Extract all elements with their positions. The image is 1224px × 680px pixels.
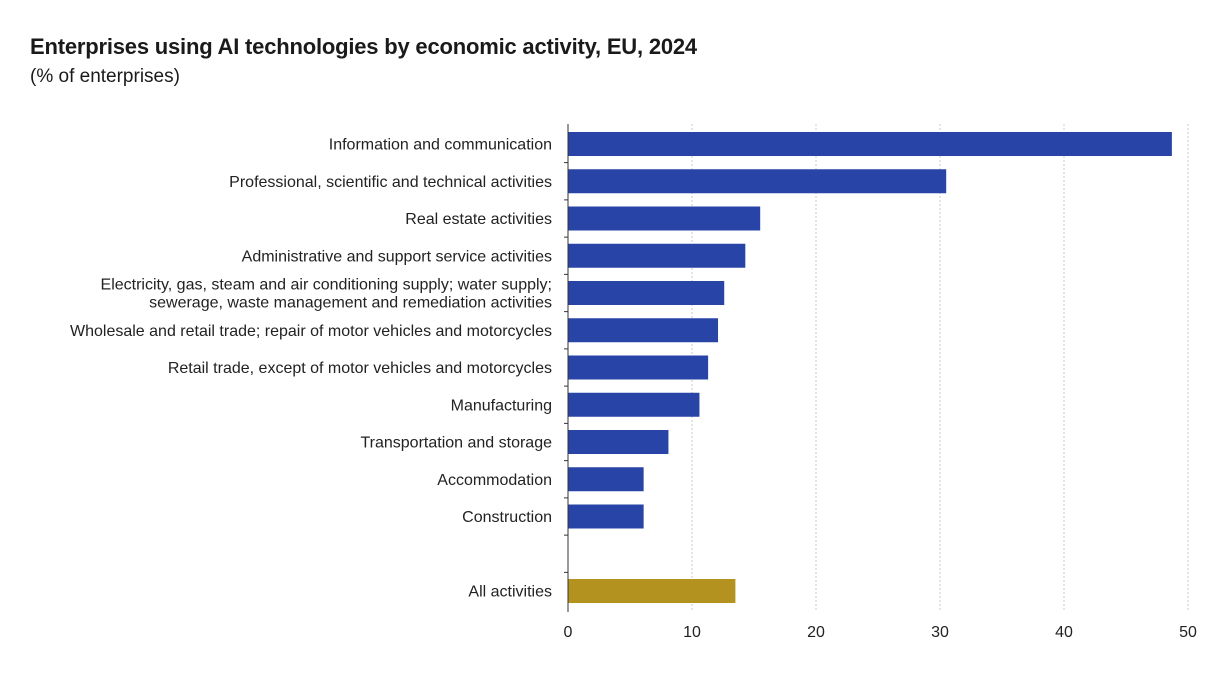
category-label-line: Transportation and storage	[360, 435, 552, 452]
category-label-line: Professional, scientific and technical a…	[229, 174, 552, 191]
category-label: Transportation and storage	[360, 435, 552, 452]
category-label: Manufacturing	[451, 397, 552, 414]
category-label: Construction	[462, 509, 552, 526]
x-tick-label: 50	[1179, 624, 1197, 641]
bar	[568, 318, 719, 343]
category-label-line: Wholesale and retail trade; repair of mo…	[70, 323, 552, 340]
bar	[568, 169, 947, 194]
x-tick-label: 20	[807, 624, 825, 641]
category-label: Electricity, gas, steam and air conditio…	[101, 277, 552, 312]
chart-title: Enterprises using AI technologies by eco…	[30, 34, 697, 59]
category-label-line: Electricity, gas, steam and air conditio…	[101, 277, 552, 294]
bar	[568, 206, 761, 231]
category-label: Accommodation	[437, 472, 552, 489]
category-label: Real estate activities	[405, 211, 552, 228]
category-label: Retail trade, except of motor vehicles a…	[168, 360, 552, 377]
x-tick-label: 40	[1055, 624, 1073, 641]
category-label-line: Retail trade, except of motor vehicles a…	[168, 360, 552, 377]
bar	[568, 281, 725, 305]
bar	[568, 392, 700, 417]
category-label-line: Accommodation	[437, 472, 552, 489]
category-label-line: Administrative and support service activ…	[242, 248, 552, 265]
category-label: All activities	[468, 584, 552, 601]
category-label: Information and communication	[329, 137, 552, 154]
category-label-line: Information and communication	[329, 137, 552, 154]
category-label-line: Manufacturing	[451, 397, 552, 414]
category-labels: Information and communication Professiona…	[70, 137, 552, 601]
bar	[568, 504, 644, 529]
x-tick-label: 0	[564, 624, 573, 641]
category-label-line: Real estate activities	[405, 211, 552, 228]
bar	[568, 355, 709, 380]
category-label-line: All activities	[468, 584, 552, 601]
bar	[568, 132, 1172, 156]
bar-all-activities	[568, 579, 736, 603]
bar	[568, 430, 669, 454]
chart-subtitle: (% of enterprises)	[30, 66, 180, 87]
category-label-line: sewerage, waste management and remediati…	[149, 295, 552, 312]
x-axis-ticks: 0 10 20 30 40 50	[564, 624, 1197, 641]
category-label: Wholesale and retail trade; repair of mo…	[70, 323, 552, 340]
bar	[568, 243, 746, 268]
x-tick-label: 10	[683, 624, 701, 641]
bars	[568, 132, 1172, 603]
bar	[568, 467, 644, 492]
category-label: Administrative and support service activ…	[242, 248, 552, 265]
category-label-line: Construction	[462, 509, 552, 526]
category-label: Professional, scientific and technical a…	[229, 174, 552, 191]
x-tick-label: 30	[931, 624, 949, 641]
